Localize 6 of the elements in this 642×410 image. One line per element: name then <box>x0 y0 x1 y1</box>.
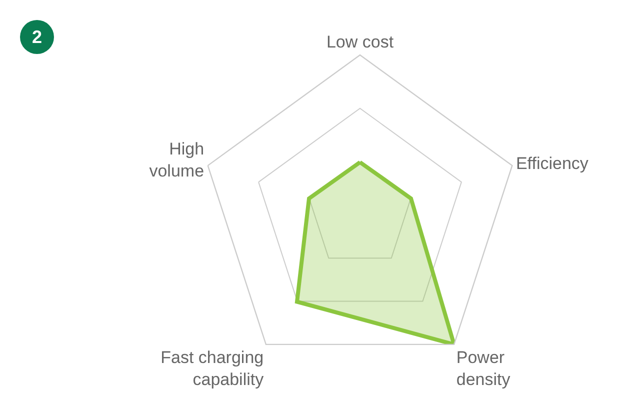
spoke-label: High volume <box>149 139 204 181</box>
spoke-label: Power density <box>456 348 511 389</box>
text: 2 <box>32 27 42 47</box>
spoke-label: Efficiency <box>516 154 589 173</box>
spoke-label: Fast charging capability <box>160 348 264 389</box>
spoke-label: Low cost <box>326 32 394 52</box>
